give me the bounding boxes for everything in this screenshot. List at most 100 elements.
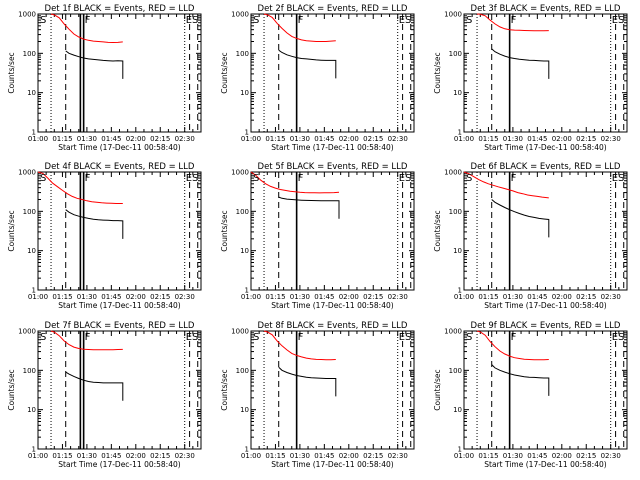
x-tick-label: 01:00 (454, 293, 474, 301)
y-tick-label: 1000 (18, 328, 36, 336)
x-tick-label: 02:00 (339, 452, 359, 460)
x-tick-label: 01:15 (265, 452, 285, 460)
x-tick-label: 02:00 (552, 452, 572, 460)
y-tick-label: 1000 (18, 169, 36, 177)
y-tick-label: 1000 (18, 11, 36, 19)
x-tick-label: 01:00 (241, 452, 261, 460)
x-tick-label: 01:30 (77, 452, 97, 460)
x-tick-label: 02:15 (150, 135, 170, 143)
x-tick-label: 01:00 (28, 452, 48, 460)
marker-label-f: F (85, 15, 91, 26)
y-axis-label: Counts/sec (220, 52, 229, 93)
x-axis-label: Start Time (17-Dec-11 00:58:40) (484, 301, 606, 310)
chart-title: Det 5f BLACK = Events, RED = LLD (258, 162, 408, 172)
marker-label-es: ES (612, 332, 625, 343)
marker-label-es: ES (186, 15, 199, 26)
marker-label-f: F (511, 173, 517, 184)
x-tick-label: 02:00 (339, 135, 359, 143)
marker-label-es: ES (186, 173, 199, 184)
marker-label-f: F (298, 173, 304, 184)
x-tick-label: 01:45 (101, 293, 121, 301)
y-tick-label: 1000 (444, 169, 462, 177)
x-tick-label: 02:30 (175, 293, 195, 301)
marker-label-s: S (466, 15, 472, 26)
marker-label-es: ES (612, 15, 625, 26)
marker-label-f: F (511, 332, 517, 343)
x-tick-label: 02:15 (150, 452, 170, 460)
x-tick-label: 02:15 (576, 135, 596, 143)
x-tick-label: 01:00 (241, 135, 261, 143)
x-tick-label: 01:30 (290, 135, 310, 143)
series-line-events (65, 371, 124, 401)
y-tick-label: 1 (32, 287, 36, 295)
x-tick-label: 01:45 (314, 293, 334, 301)
y-tick-label: 100 (23, 50, 36, 58)
y-tick-label: 10 (240, 406, 249, 414)
x-tick-label: 01:15 (478, 135, 498, 143)
series-line-events (278, 196, 340, 219)
y-tick-label: 10 (27, 247, 36, 255)
series-line-lld (50, 13, 123, 44)
x-axis-label: Start Time (17-Dec-11 00:58:40) (58, 301, 180, 310)
x-tick-label: 01:15 (265, 135, 285, 143)
chart-panel: Det 6f BLACK = Events, RED = LLD 1 10 100 10… (433, 162, 628, 310)
x-tick-label: 02:15 (363, 293, 383, 301)
series-line-events (491, 48, 550, 79)
y-tick-label: 10 (453, 89, 462, 97)
x-tick-label: 01:15 (52, 452, 72, 460)
x-tick-label: 01:15 (52, 135, 72, 143)
x-tick-label: 01:45 (101, 452, 121, 460)
x-axis-label: Start Time (17-Dec-11 00:58:40) (484, 460, 606, 469)
series-line-events (278, 366, 337, 397)
y-tick-label: 1000 (444, 328, 462, 336)
x-tick-label: 02:15 (150, 293, 170, 301)
series-line-lld (37, 171, 123, 204)
marker-label-f: F (85, 173, 91, 184)
y-tick-label: 10 (453, 247, 462, 255)
x-tick-label: 01:30 (77, 135, 97, 143)
x-tick-label: 01:15 (478, 293, 498, 301)
y-tick-label: 100 (23, 367, 36, 375)
x-tick-label: 02:15 (576, 452, 596, 460)
plot-frame (463, 13, 628, 133)
y-tick-label: 1000 (231, 169, 249, 177)
marker-label-es: ES (612, 173, 625, 184)
x-tick-label: 02:00 (126, 452, 146, 460)
chart-panel: Det 5f BLACK = Events, RED = LLD 1 10 100 10… (220, 162, 415, 310)
chart-panel: Det 1f BLACK = Events, RED = LLD 1 10 100 10… (7, 4, 202, 152)
x-tick-label: 02:30 (601, 293, 621, 301)
marker-label-es: ES (186, 332, 199, 343)
x-tick-label: 02:30 (388, 293, 408, 301)
x-tick-label: 01:30 (290, 452, 310, 460)
x-tick-label: 01:30 (503, 452, 523, 460)
marker-label-f: F (298, 15, 304, 26)
y-axis-label: Counts/sec (7, 369, 16, 410)
x-axis-label: Start Time (17-Dec-11 00:58:40) (271, 301, 393, 310)
y-tick-label: 1 (245, 287, 249, 295)
x-tick-label: 01:00 (28, 293, 48, 301)
x-tick-label: 02:30 (601, 452, 621, 460)
x-tick-label: 02:30 (175, 135, 195, 143)
series-line-lld (250, 171, 340, 194)
chart-title: Det 3f BLACK = Events, RED = LLD (471, 4, 621, 14)
marker-label-s: S (253, 332, 259, 343)
plot-frame (463, 171, 628, 291)
series-line-lld (476, 13, 549, 32)
x-axis-label: Start Time (17-Dec-11 00:58:40) (484, 143, 606, 152)
y-tick-label: 100 (236, 50, 249, 58)
chart-title: Det 9f BLACK = Events, RED = LLD (471, 321, 621, 331)
plot-frame (37, 330, 202, 450)
x-tick-label: 02:00 (552, 135, 572, 143)
x-axis-label: Start Time (17-Dec-11 00:58:40) (58, 460, 180, 469)
series-line-events (65, 209, 124, 239)
y-tick-label: 1 (458, 446, 462, 454)
y-tick-label: 100 (236, 208, 249, 216)
y-tick-label: 1 (458, 287, 462, 295)
marker-label-f: F (298, 332, 304, 343)
x-tick-label: 01:00 (454, 452, 474, 460)
marker-label-es: ES (399, 173, 412, 184)
x-tick-label: 01:00 (454, 135, 474, 143)
y-tick-label: 10 (240, 247, 249, 255)
y-tick-label: 10 (27, 89, 36, 97)
